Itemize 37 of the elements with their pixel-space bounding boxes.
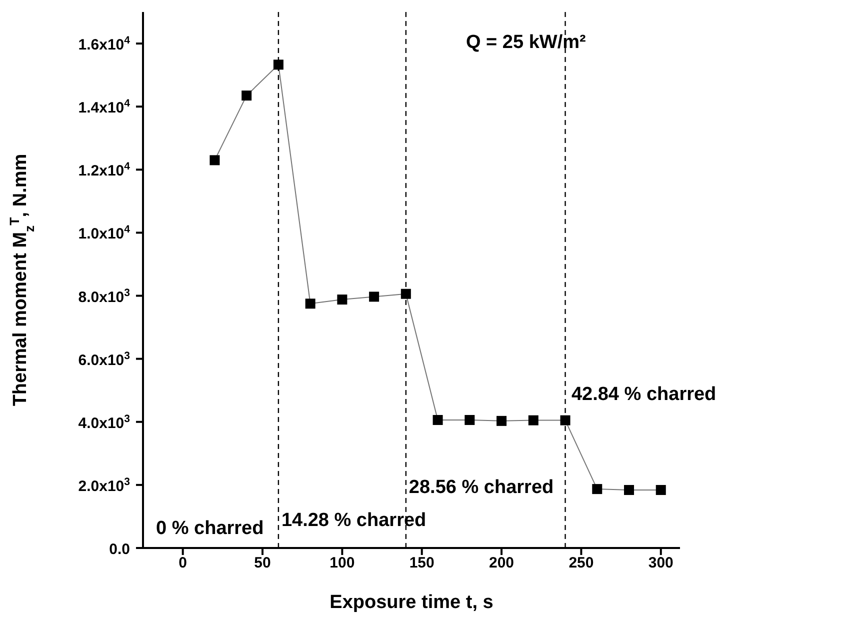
annotation: 42.84 % charred: [571, 384, 716, 405]
point: [305, 298, 316, 309]
y-tick-label: 4.0x10$^{3}$: [78, 412, 130, 432]
x-axis-title: Exposure time t, s: [330, 592, 494, 613]
annotation: 0 % charred: [156, 518, 264, 540]
point: [496, 416, 507, 426]
point: [369, 292, 380, 302]
point: [464, 414, 475, 425]
x-tick-label: 100: [330, 554, 355, 572]
x-tick-label: 0: [178, 554, 188, 572]
y-tick-label: 1.6x10$^{4}$: [78, 34, 130, 54]
annotation: Q = 25 kW/m²: [466, 32, 586, 54]
point: [210, 155, 220, 166]
x-tick-label: 200: [489, 554, 514, 572]
y-tick-label: 2.0x10$^{3}$: [78, 476, 130, 495]
y-tick-label: 6.0x10$^{3}$: [78, 350, 130, 369]
annotation: 14.28 % charred: [281, 510, 426, 531]
y-tick-label: 1.0x10$^{4}$: [78, 224, 130, 243]
point: [337, 294, 348, 305]
y-tick-label: 1.4x10$^{4}$: [78, 98, 130, 117]
annotation: 28.56 % charred: [408, 476, 554, 498]
y-tick-label: 8.0x10$^{3}$: [78, 286, 130, 306]
point: [624, 484, 634, 495]
y-tick-label: 0.0: [109, 541, 130, 558]
y-tick-label: 1.2x10$^{4}$: [78, 160, 130, 180]
x-tick-label: 300: [648, 554, 674, 572]
point: [432, 414, 443, 425]
x-tick-label: 150: [409, 554, 434, 572]
point: [400, 288, 411, 299]
x-tick-label: 50: [254, 554, 271, 572]
point: [242, 90, 252, 101]
x-tick-label: 250: [568, 554, 594, 572]
point: [560, 415, 570, 426]
point: [592, 484, 602, 494]
point: [528, 415, 538, 426]
point: [273, 60, 284, 70]
point: [656, 484, 666, 495]
